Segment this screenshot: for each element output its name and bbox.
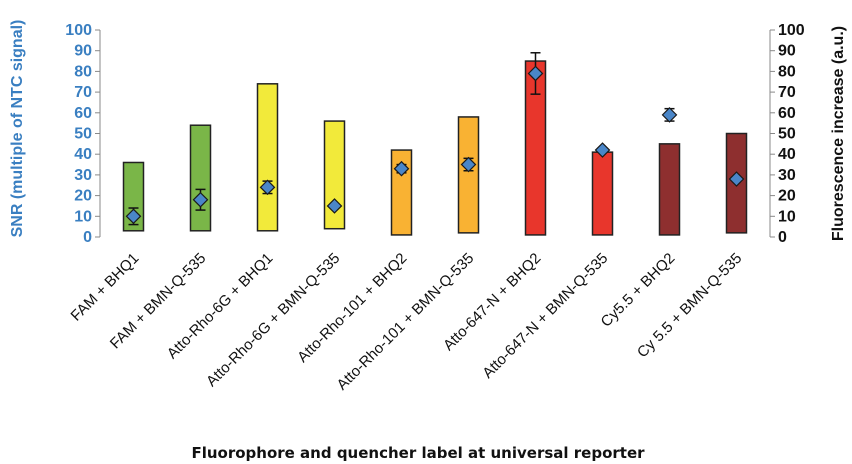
left-tick-label: 80: [74, 63, 92, 80]
right-tick-label: 70: [778, 84, 796, 101]
right-tick-label: 60: [778, 105, 796, 122]
data-point-diamond: [259, 179, 276, 196]
y-axis-label-right: Fluorescence increase (a.u.): [830, 26, 847, 241]
right-y-axis: 0 10 20 30 40 50 60 70 80 90 100: [770, 22, 805, 246]
point-series: [125, 65, 745, 225]
data-point-diamond: [192, 191, 209, 208]
bar: [457, 116, 480, 234]
left-y-axis: 0 10 20 30 40 50 60 70 80 90 100: [65, 22, 100, 246]
right-tick-label: 50: [778, 126, 796, 143]
right-tick-label: 90: [778, 43, 796, 60]
left-tick-label: 50: [74, 126, 92, 143]
left-tick-label: 10: [74, 208, 92, 225]
bar: [189, 124, 212, 232]
left-tick-label: 20: [74, 188, 92, 205]
left-tick-label: 0: [83, 229, 92, 246]
data-point-diamond: [460, 156, 477, 173]
left-tick-label: 60: [74, 105, 92, 122]
y-axis-label-left: SNR (multiple of NTC signal): [9, 20, 26, 238]
bar: [658, 143, 681, 236]
x-category-label: Atto-Rho-6G + BMN-Q-535: [203, 250, 343, 390]
data-point-diamond: [125, 208, 142, 225]
left-tick-label: 100: [65, 22, 92, 39]
data-point-diamond: [527, 65, 544, 82]
x-axis-label: Fluorophore and quencher label at univer…: [191, 444, 645, 462]
right-tick-label: 80: [778, 63, 796, 80]
left-tick-label: 70: [74, 84, 92, 101]
data-point-diamond: [326, 198, 343, 214]
bar: [591, 151, 614, 236]
left-tick-label: 30: [74, 167, 92, 184]
left-tick-label: 90: [74, 43, 92, 60]
right-tick-label: 30: [778, 167, 796, 184]
right-tick-label: 10: [778, 208, 796, 225]
data-point-diamond: [594, 142, 611, 158]
bar-series: [122, 60, 748, 236]
bar: [256, 83, 279, 232]
bar: [323, 120, 346, 230]
data-point-diamond: [393, 160, 410, 177]
x-category-label: FAM + BHQ1: [68, 250, 143, 325]
x-category-label: Atto-Rho-101 + BMN-Q-535: [334, 250, 478, 394]
right-tick-label: 100: [778, 22, 805, 39]
right-tick-label: 0: [778, 229, 787, 246]
left-tick-label: 40: [74, 146, 92, 163]
x-category-label: Atto-647-N + BMN-Q-535: [479, 250, 611, 382]
data-point-diamond: [728, 171, 745, 187]
data-point-diamond: [661, 107, 678, 123]
right-tick-label: 20: [778, 188, 796, 205]
x-category-label: Atto-Rho-101 + BHQ2: [294, 250, 410, 366]
right-tick-label: 40: [778, 146, 796, 163]
